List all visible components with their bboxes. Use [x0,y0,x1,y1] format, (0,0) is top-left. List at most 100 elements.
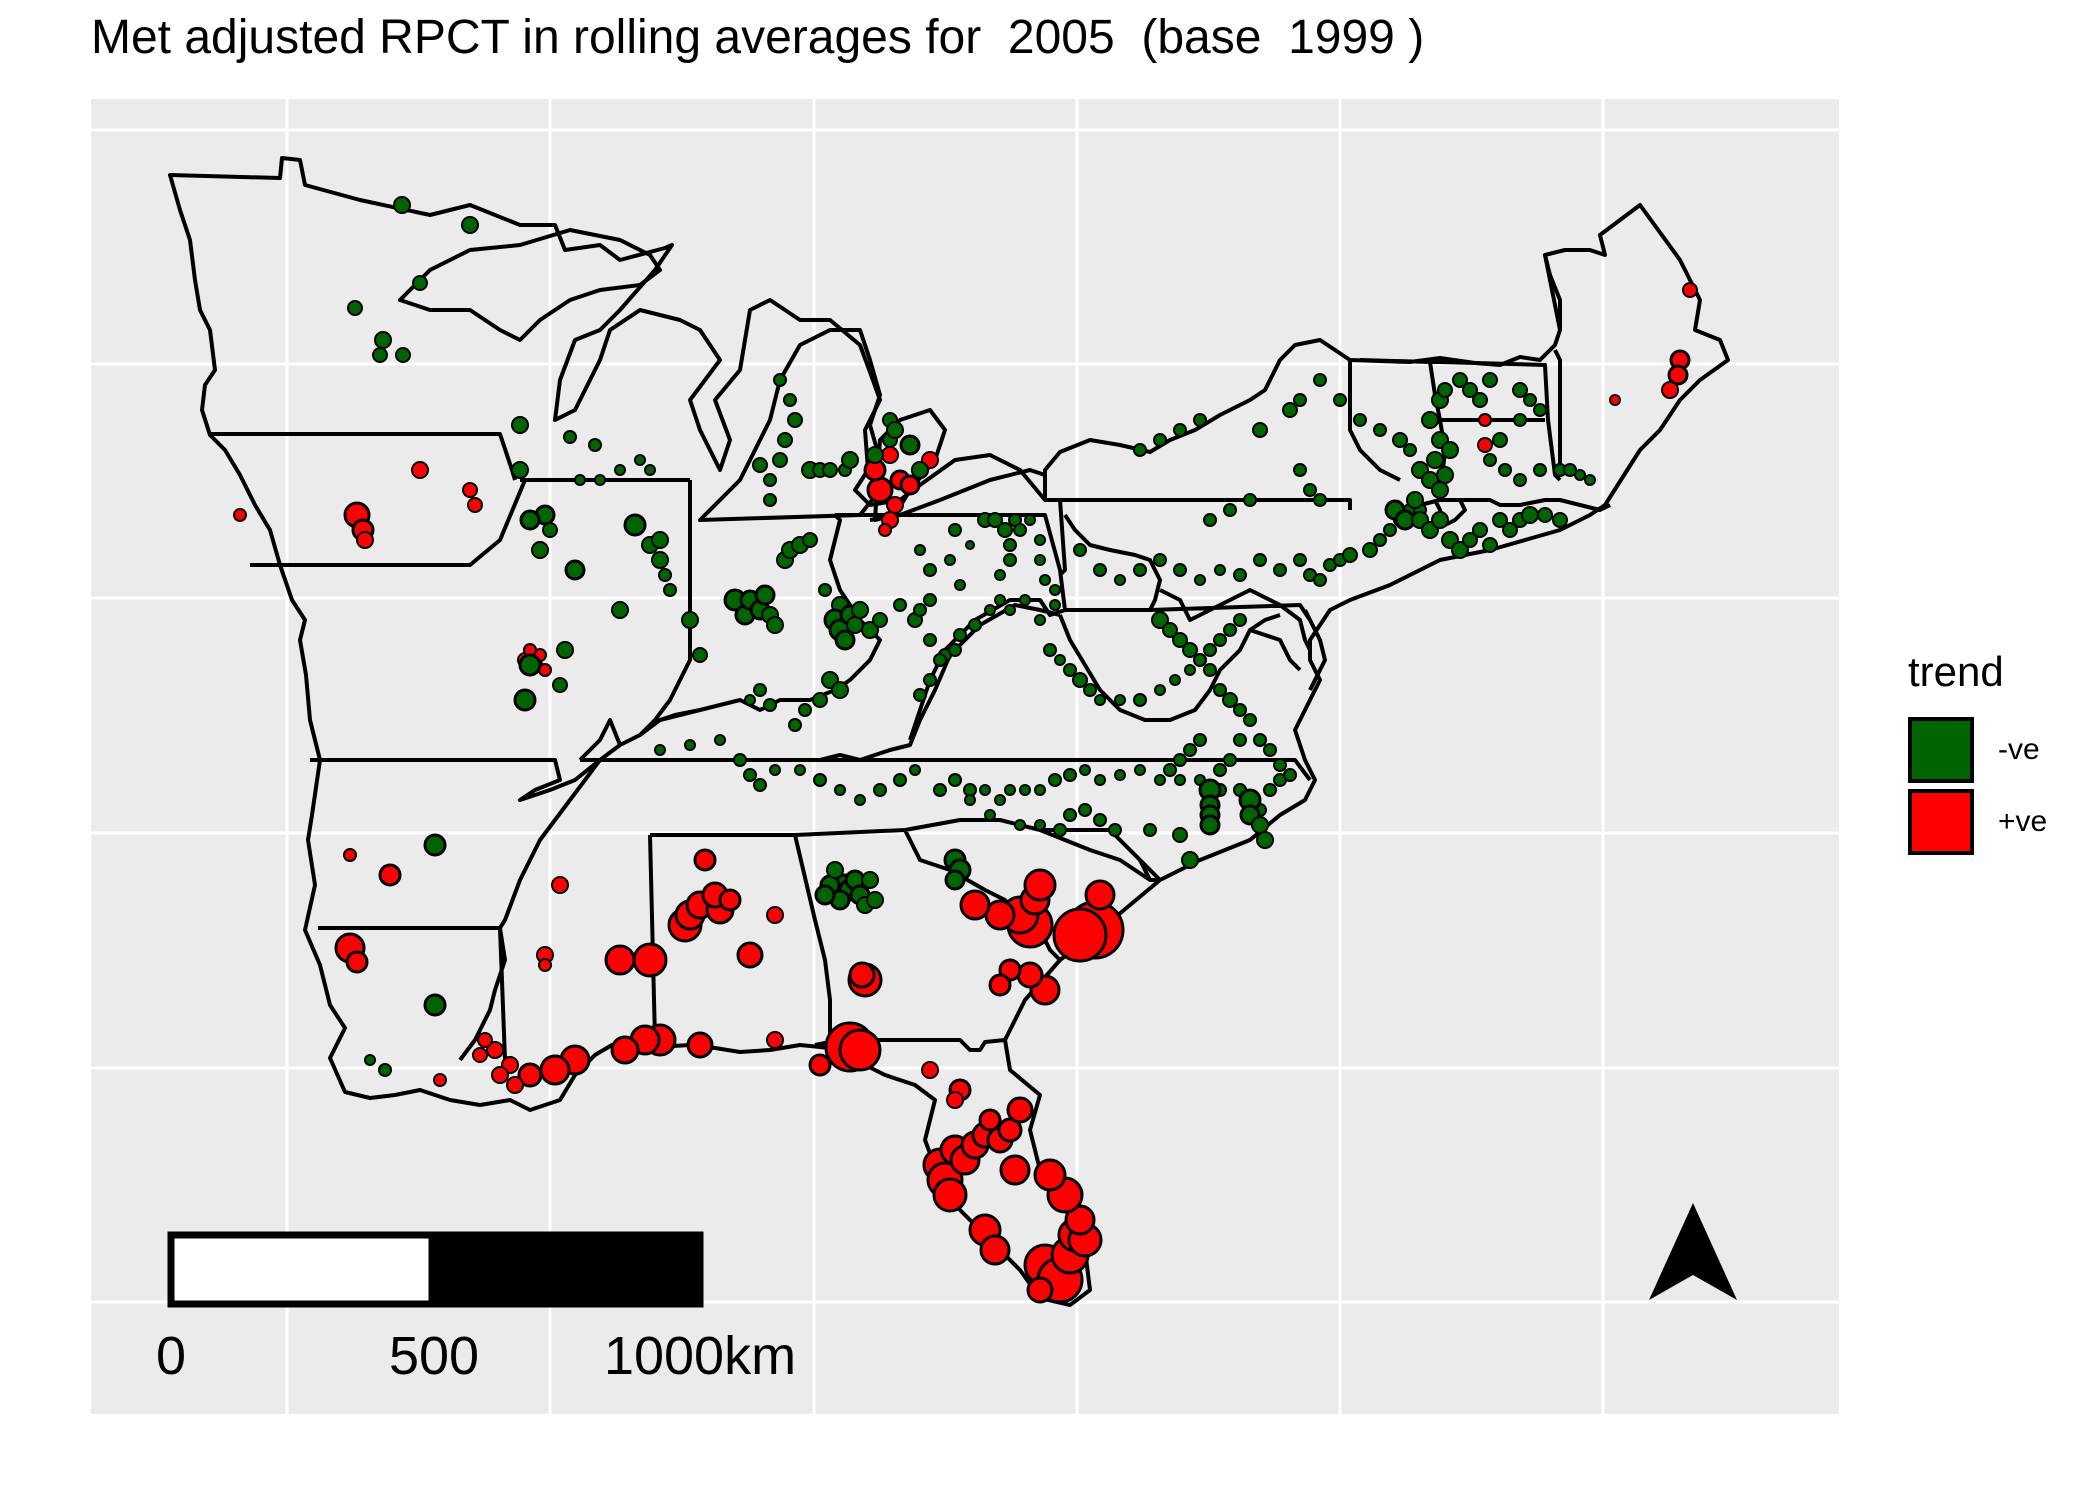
station-marker-negative [1282,402,1298,418]
scale-bar-segment-white [167,1231,436,1308]
station-marker-negative [766,616,784,634]
station-marker-negative [1048,773,1062,787]
station-marker-negative [1263,783,1277,797]
station-marker-negative [1014,819,1026,831]
station-marker-negative [1004,784,1016,796]
station-marker-negative [1114,694,1126,706]
station-marker-positive [999,1154,1031,1186]
station-marker-negative [651,551,669,569]
station-marker-positive [736,941,764,969]
station-marker-negative [1233,613,1247,627]
legend-label-positive: +ve [1998,805,2048,838]
station-marker-positive [959,889,991,921]
station-marker-negative [423,833,447,857]
station-marker-negative [1054,654,1066,666]
station-marker-positive [693,848,717,872]
station-marker-positive [1016,961,1044,989]
station-marker-negative [834,629,856,651]
station-marker-negative [1333,393,1347,407]
station-marker-negative [1383,523,1397,537]
station-marker-negative [1533,403,1547,417]
station-marker-negative [692,647,708,663]
station-marker-negative [651,531,669,549]
station-marker-negative [1421,411,1439,429]
station-marker-positive [988,973,1012,997]
station-marker-negative [1003,553,1017,567]
station-marker-negative [395,347,411,363]
station-marker-positive [472,1047,488,1063]
station-marker-negative [913,603,927,617]
station-marker-negative [1172,632,1188,648]
station-marker-negative [1223,753,1237,767]
legend-item-negative: -ve [1908,714,2047,786]
station-marker-negative [1533,463,1547,477]
station-marker-positive [718,888,742,912]
station-marker-negative [1353,413,1367,427]
station-marker-positive [1033,1158,1067,1192]
station-marker-negative [1004,604,1016,616]
station-marker-negative [511,461,529,479]
station-marker-negative [979,784,991,796]
station-marker-positive [551,876,569,894]
station-marker-negative [1079,764,1091,776]
station-marker-positive [378,863,402,887]
station-marker-positive [979,1234,1011,1266]
station-marker-negative [511,416,529,434]
station-marker-positive [632,942,668,978]
station-marker-positive [467,497,483,513]
station-marker-negative [783,393,797,407]
station-marker-negative [1034,819,1046,831]
station-marker-negative [893,773,907,787]
station-marker-negative [948,643,962,657]
station-marker-negative [1063,768,1077,782]
station-marker-negative [1482,537,1498,553]
station-marker-negative [763,473,777,487]
station-marker-negative [1214,564,1226,576]
station-marker-negative [763,698,777,712]
station-markers [233,196,1698,1304]
station-marker-negative [1552,512,1568,528]
station-marker-positive [1026,1276,1054,1304]
station-marker-negative [1039,574,1051,586]
station-marker-positive [433,1073,447,1087]
station-marker-negative [1172,827,1188,843]
station-marker-positive [604,944,636,976]
station-marker-negative [744,694,756,706]
station-marker-negative [1223,623,1237,637]
station-marker-positive [517,1062,543,1088]
station-marker-negative [1114,574,1126,586]
station-marker-positive [1064,1204,1096,1236]
station-marker-negative [574,474,586,486]
station-marker-negative [1143,823,1157,837]
station-marker-negative [1034,784,1046,796]
station-marker-positive [878,523,892,537]
station-marker-negative [886,421,904,439]
station-marker-negative [1233,568,1247,582]
station-marker-negative [1273,758,1287,772]
legend-swatch-negative [1908,717,1974,783]
station-marker-negative [909,764,921,776]
station-marker-negative [1169,674,1181,686]
legend: trend -ve +ve [1908,648,2047,858]
station-marker-positive [1609,394,1621,406]
station-marker-negative [364,1054,376,1066]
station-marker-negative [873,783,887,797]
station-marker-negative [1153,433,1167,447]
station-marker-negative [1163,763,1177,777]
station-marker-negative [994,794,1006,806]
station-marker-negative [681,611,699,629]
station-marker-negative [1483,453,1497,467]
station-marker-negative [1154,774,1166,786]
station-marker-negative [923,673,937,687]
state-outlines [168,156,1730,1307]
station-marker-negative [933,783,947,797]
station-marker-negative [872,612,888,628]
station-marker-negative [763,493,777,507]
station-marker-negative [1184,664,1196,676]
station-marker-negative [798,703,812,717]
station-marker-negative [1233,733,1247,747]
station-marker-negative [1303,483,1317,497]
station-marker-negative [1034,614,1046,626]
station-marker-negative [1193,413,1207,427]
station-marker-positive [932,1177,968,1213]
